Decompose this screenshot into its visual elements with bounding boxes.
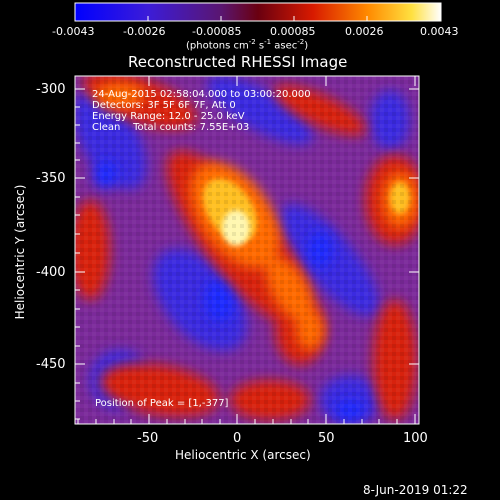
- colorbar-units: (photons cm-2 s-1 asec-2): [186, 38, 309, 52]
- plot-title: Reconstructed RHESSI Image: [128, 53, 348, 71]
- colorbar-tick-label: 0.00085: [270, 25, 316, 38]
- x-axis-ticks: [148, 76, 416, 424]
- peak-position-label: Position of Peak = [1,-377]: [95, 398, 229, 409]
- y-axis-minor-ticks: [75, 106, 80, 420]
- energy-range-label: Energy Range: 12.0 - 25.0 keV: [92, 111, 245, 122]
- x-tick-label: 50: [318, 431, 335, 446]
- colorbar-tick-label: -0.0043: [52, 25, 95, 38]
- y-axis-label: Heliocentric Y (arcsec): [13, 184, 27, 320]
- colorbar-tick-label: -0.0026: [123, 25, 166, 38]
- method-label: Clean Total counts: 7.55E+03: [92, 122, 250, 133]
- x-axis-minor-ticks: [77, 419, 398, 424]
- colorbar-tick-label: 0.0026: [345, 25, 384, 38]
- rhessi-image: [75, 76, 419, 424]
- x-tick-label: 0: [233, 431, 242, 446]
- x-tick-label: -50: [137, 431, 159, 446]
- y-tick-label: -300: [36, 82, 66, 97]
- colorbar: [74, 2, 442, 22]
- plot-frame: [74, 75, 420, 425]
- x-axis-label: Heliocentric X (arcsec): [175, 448, 311, 462]
- y-tick-label: -450: [36, 357, 66, 372]
- y-tick-label: -400: [36, 265, 66, 280]
- footer-date: 8-Jun-2019 01:22: [363, 483, 468, 497]
- y-tick-label: -350: [36, 171, 66, 186]
- time-range-label: 24-Aug-2015 02:58:04.000 to 03:00:20.000: [92, 89, 311, 100]
- colorbar-tick-label: -0.00085: [192, 25, 242, 38]
- colorbar-tick-label: 0.0043: [420, 25, 459, 38]
- x-tick-label: 100: [403, 431, 428, 446]
- detectors-label: Detectors: 3F 5F 6F 7F, Att 0: [92, 100, 236, 111]
- colorbar-tick-marks: [74, 16, 442, 21]
- y-axis-ticks: [75, 88, 419, 365]
